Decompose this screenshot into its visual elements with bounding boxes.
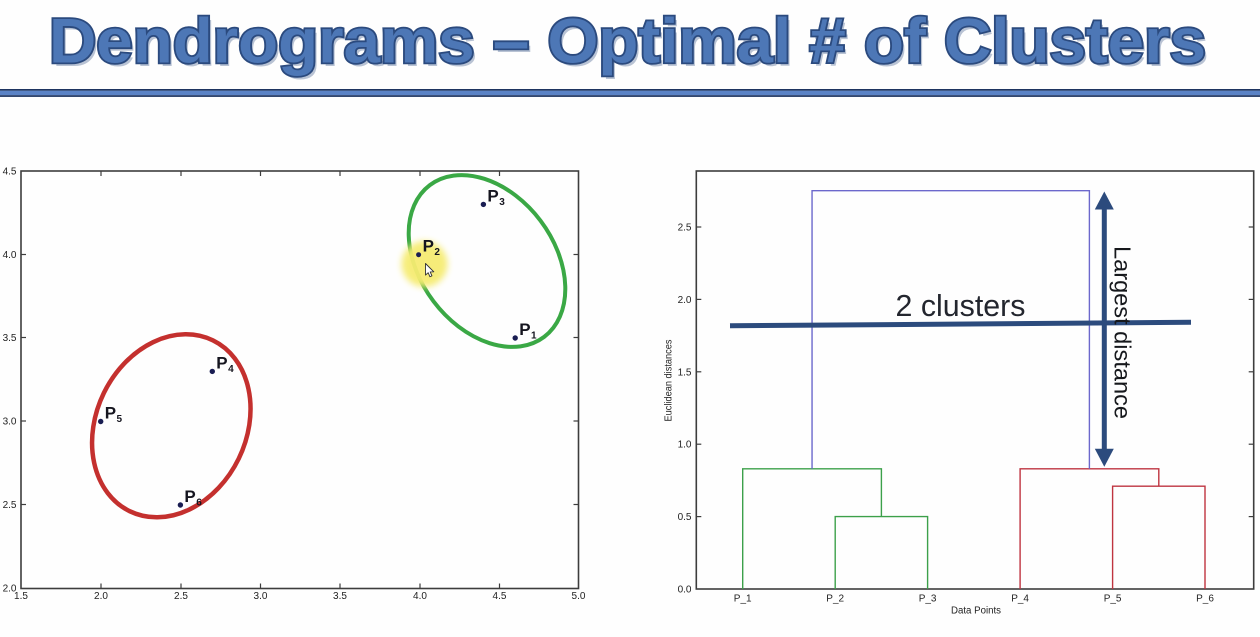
svg-text:2 clusters: 2 clusters [896,288,1026,323]
svg-text:3: 3 [499,197,505,208]
svg-text:Dendrograms – Optimal # of Clu: Dendrograms – Optimal # of Clusters [49,7,1206,77]
svg-text:2.0: 2.0 [94,591,108,602]
svg-text:1: 1 [531,331,537,342]
svg-text:4: 4 [228,364,234,375]
svg-text:P_4: P_4 [1011,594,1029,605]
svg-text:4.0: 4.0 [413,591,427,602]
svg-text:1.5: 1.5 [678,367,692,378]
svg-text:P: P [216,353,227,372]
svg-text:P: P [184,487,195,506]
svg-text:4.5: 4.5 [493,591,507,602]
svg-text:0.0: 0.0 [678,585,692,596]
svg-text:2.0: 2.0 [3,584,17,595]
svg-text:3.5: 3.5 [3,333,17,344]
svg-text:P_2: P_2 [826,594,844,605]
svg-text:2.5: 2.5 [174,591,188,602]
svg-text:2: 2 [434,247,440,258]
svg-text:4.0: 4.0 [3,250,17,261]
svg-text:Largest distance: Largest distance [1110,246,1136,419]
svg-text:Dendrograms – Optimal # of Clu: Dendrograms – Optimal # of Clusters [52,10,1209,80]
svg-text:5: 5 [117,414,123,425]
svg-text:P_1: P_1 [734,594,752,605]
svg-text:3.0: 3.0 [254,591,268,602]
svg-text:P: P [519,320,530,339]
svg-text:P_5: P_5 [1104,594,1122,605]
svg-text:2.0: 2.0 [678,295,692,306]
svg-text:5.0: 5.0 [572,591,586,602]
svg-text:2.5: 2.5 [3,500,17,511]
svg-text:2.5: 2.5 [678,223,692,234]
svg-text:P: P [487,186,498,205]
svg-text:3.5: 3.5 [333,591,347,602]
svg-text:1.0: 1.0 [678,440,692,451]
svg-text:P_6: P_6 [1196,594,1214,605]
svg-text:0.5: 0.5 [678,512,692,523]
svg-text:P: P [105,404,116,423]
svg-text:3.0: 3.0 [3,417,17,428]
svg-text:6: 6 [196,498,202,509]
svg-text:4.5: 4.5 [3,167,17,178]
svg-text:1.5: 1.5 [14,591,28,602]
svg-text:P: P [423,237,434,256]
svg-text:P_3: P_3 [919,594,937,605]
svg-text:Data Points: Data Points [951,606,1001,617]
svg-text:Euclidean distances: Euclidean distances [664,340,675,422]
